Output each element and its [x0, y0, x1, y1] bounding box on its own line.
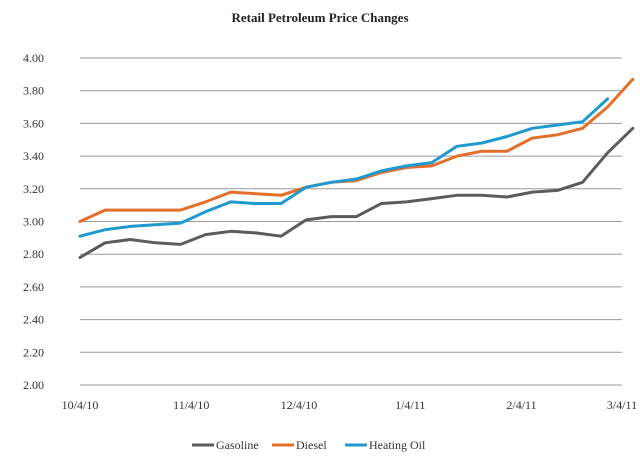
y-tick-label: 3.80: [23, 84, 44, 98]
series-line-gasoline: [78, 126, 635, 259]
y-tick-label: 3.60: [23, 116, 44, 130]
y-tick-label: 3.00: [23, 215, 44, 229]
x-tick-label: 10/4/10: [62, 398, 99, 412]
y-tick-label: 2.80: [23, 247, 44, 261]
y-tick-label: 2.00: [23, 378, 44, 392]
legend-label: Diesel: [296, 438, 327, 452]
series-line-diesel: [78, 77, 635, 223]
gridlines: [80, 57, 622, 386]
y-tick-label: 2.60: [23, 280, 44, 294]
legend-label: Heating Oil: [369, 438, 426, 452]
x-tick-label: 12/4/10: [281, 398, 318, 412]
x-tick-label: 2/4/11: [506, 398, 536, 412]
legend: Gasoline Diesel Heating Oil: [192, 438, 426, 452]
y-tick-label: 2.20: [23, 345, 44, 359]
legend-label: Gasoline: [216, 438, 259, 452]
series-line-heating-oil: [78, 97, 610, 238]
y-tick-label: 4.00: [23, 51, 44, 65]
series-lines: [78, 77, 635, 259]
chart-title: Retail Petroleum Price Changes: [231, 10, 408, 25]
y-axis-ticks: 2.00 2.20 2.40 2.60 2.80 3.00 3.20 3.40 3.60 3.80…: [23, 51, 44, 392]
x-tick-label: 11/4/10: [173, 398, 209, 412]
x-tick-label: 1/4/11: [395, 398, 425, 412]
x-tick-label: 3/4/11: [607, 398, 637, 412]
y-tick-label: 3.40: [23, 149, 44, 163]
y-tick-label: 2.40: [23, 313, 44, 327]
y-tick-label: 3.20: [23, 182, 44, 196]
x-axis-ticks: 10/4/10 11/4/10 12/4/10 1/4/11 2/4/11 3/4/11: [62, 398, 637, 412]
